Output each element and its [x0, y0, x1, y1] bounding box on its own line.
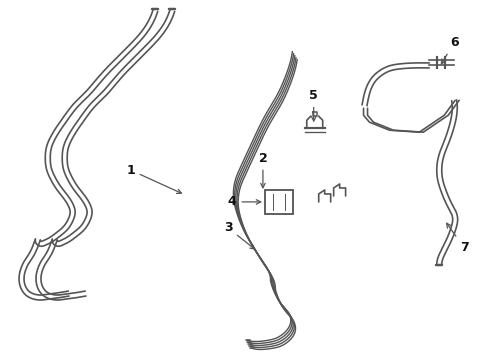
Text: 7: 7	[446, 223, 468, 254]
Text: 5: 5	[309, 89, 318, 121]
Text: 6: 6	[441, 36, 458, 64]
Bar	[264, 190, 292, 214]
Text: 2: 2	[258, 152, 267, 188]
Text: 4: 4	[227, 195, 260, 208]
Text: 3: 3	[224, 221, 254, 249]
Text: 1: 1	[126, 163, 181, 193]
